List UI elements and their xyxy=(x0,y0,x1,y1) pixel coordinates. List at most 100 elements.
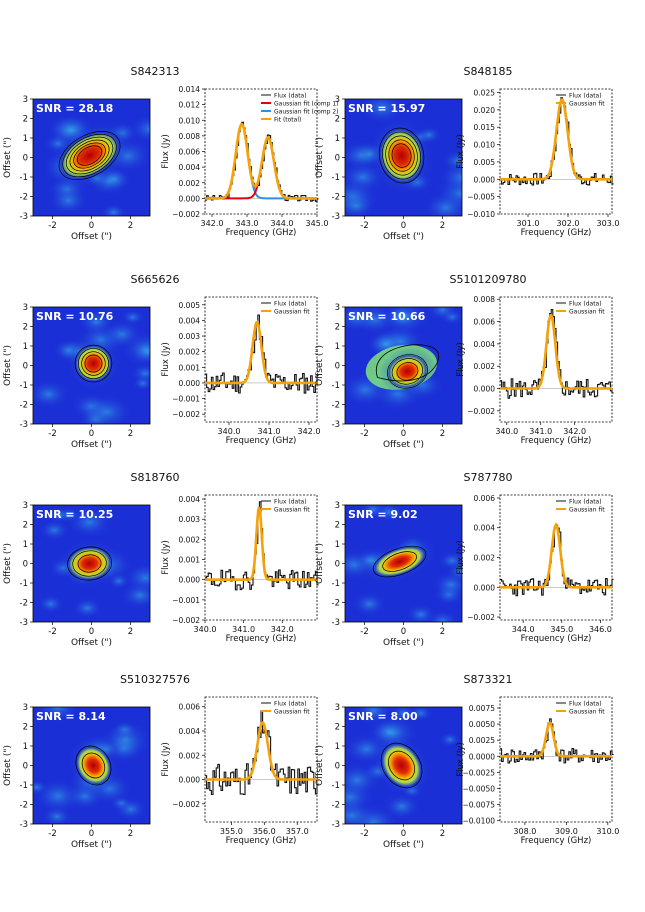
map-ytick-label: -2 xyxy=(20,599,28,609)
map-xtick-label: 0 xyxy=(89,429,94,439)
panel-s665626: S665626 SNR = 10.76 -3 -2 -1 0 1 2 3 -2 0 2 Offset (… xyxy=(3,273,320,450)
xtick-label: 342.0 xyxy=(201,219,224,228)
ytick-label: 0.0075 xyxy=(469,704,495,713)
panel-s873321: S873321 SNR = 8.00 -3 -2 -1 0 1 2 3 -2 0 2 Offset ("… xyxy=(315,673,619,850)
contour xyxy=(73,142,106,169)
gaussian-fit-line xyxy=(205,506,317,581)
ytick-label: 0.006 xyxy=(474,494,496,503)
ytick-label: 0.004 xyxy=(179,727,201,736)
noise-blob xyxy=(432,571,462,598)
noise-blob xyxy=(39,519,70,541)
spectrum-ylabel: Flux (Jy) xyxy=(161,342,171,377)
noise-blob xyxy=(405,604,437,622)
contour xyxy=(81,351,106,376)
ytick-label: −0.002 xyxy=(172,210,200,219)
ytick-label: 0.004 xyxy=(179,316,201,325)
map-xtick-label: 0 xyxy=(401,829,406,839)
map-xtick-label: -2 xyxy=(48,829,56,839)
map-xlabel: Offset (") xyxy=(71,440,112,450)
spectrum-xlabel: Frequency (GHz) xyxy=(521,436,592,446)
map-ytick-label: 0 xyxy=(335,762,340,772)
noise-blob xyxy=(81,393,133,424)
map-ytick-label: -1 xyxy=(332,579,340,589)
map-ytick-label: -3 xyxy=(20,420,28,430)
ytick-label: 0.004 xyxy=(474,340,496,349)
ytick-label: 0.003 xyxy=(179,332,201,341)
ytick-label: −0.002 xyxy=(172,616,200,625)
ytick-label: −0.0050 xyxy=(462,784,495,793)
spectrum-plot: −0.0100 −0.0075 −0.0050 −0.0025 0.0000 0.0025… xyxy=(456,696,619,846)
contour xyxy=(396,362,419,381)
map-xtick-label: -2 xyxy=(48,429,56,439)
map-ytick-label: 3 xyxy=(335,703,340,713)
contour xyxy=(76,145,103,166)
spectrum-ylabel: Flux (Jy) xyxy=(456,134,466,169)
flux-data-line xyxy=(205,314,319,394)
noise-blob xyxy=(438,161,462,194)
xtick-label: 302.0 xyxy=(557,219,580,228)
ytick-label: 0.001 xyxy=(179,556,201,565)
ytick-label: 0.006 xyxy=(179,703,201,712)
noise-blob xyxy=(34,707,81,724)
map-ytick-label: 2 xyxy=(23,521,28,531)
xtick-label: 342.0 xyxy=(271,625,294,634)
map-ytick-label: -1 xyxy=(332,173,340,183)
map-xlabel: Offset (") xyxy=(71,638,112,648)
noise-blob xyxy=(422,191,462,216)
map-ytick-label: 2 xyxy=(23,115,28,125)
map-xlabel: Offset (") xyxy=(383,232,424,242)
map-ytick-label: -3 xyxy=(20,212,28,222)
noise-blob xyxy=(345,192,376,216)
source-core xyxy=(374,546,425,577)
map-xtick-label: 2 xyxy=(440,627,445,637)
spectrum-plot: −0.002 −0.001 0.000 0.001 0.002 0.003 0.004 0.0… xyxy=(161,296,320,446)
snr-label: SNR = 9.02 xyxy=(348,508,418,521)
gaussian-fit-line xyxy=(500,98,612,181)
legend: Flux (data)Gaussian fit xyxy=(261,701,310,716)
contour xyxy=(77,348,109,380)
ytick-label: 0.000 xyxy=(474,385,496,394)
source-core xyxy=(382,744,421,787)
map-ytick-label: 1 xyxy=(23,134,28,144)
map-xtick-label: -2 xyxy=(360,429,368,439)
contour xyxy=(391,143,412,168)
gaussian-fit-line xyxy=(500,721,612,758)
ytick-label: 0.002 xyxy=(179,348,201,357)
ytick-label: −0.002 xyxy=(467,407,495,416)
noise-blob xyxy=(353,707,394,725)
contour xyxy=(69,139,110,172)
ytick-label: 0.008 xyxy=(474,295,496,304)
legend-entry: Flux (data) xyxy=(569,93,602,100)
ytick-label: 0.001 xyxy=(179,363,201,372)
gaussian-fit-line xyxy=(205,720,317,781)
gaussian-fit-line xyxy=(205,122,317,200)
contour xyxy=(391,358,424,385)
source-title: S848185 xyxy=(464,65,513,78)
noise-blob xyxy=(71,597,103,620)
legend: Flux (data)Gaussian fit xyxy=(261,499,310,514)
map-ytick-label: 2 xyxy=(23,323,28,333)
source-core xyxy=(75,346,111,382)
map-ytick-label: 2 xyxy=(23,723,28,733)
contour xyxy=(72,550,107,577)
legend: Flux (data)Gaussian fit (comp 1)Gaussian… xyxy=(261,93,339,124)
ytick-label: −0.0025 xyxy=(462,768,495,777)
noise-blob xyxy=(352,591,387,617)
legend-entry: Gaussian fit xyxy=(569,709,605,716)
map-image xyxy=(33,505,150,622)
map-xtick-label: 0 xyxy=(89,829,94,839)
ytick-label: 0.0000 xyxy=(469,752,495,761)
xtick-label: 310.0 xyxy=(596,827,619,836)
legend: Flux (data)Gaussian fit xyxy=(261,301,310,316)
contour xyxy=(378,127,425,184)
xtick-label: 341.0 xyxy=(232,625,255,634)
xtick-label: 356.0 xyxy=(253,827,276,836)
map-ytick-label: -2 xyxy=(332,599,340,609)
legend-entry: Gaussian fit (comp 2) xyxy=(274,109,339,116)
ytick-label: 0.000 xyxy=(474,175,496,184)
map-ytick-label: 1 xyxy=(335,342,340,352)
xtick-label: 355.0 xyxy=(220,827,243,836)
legend-entry: Flux (data) xyxy=(274,301,307,308)
map-ylabel: Offset (") xyxy=(315,345,325,386)
